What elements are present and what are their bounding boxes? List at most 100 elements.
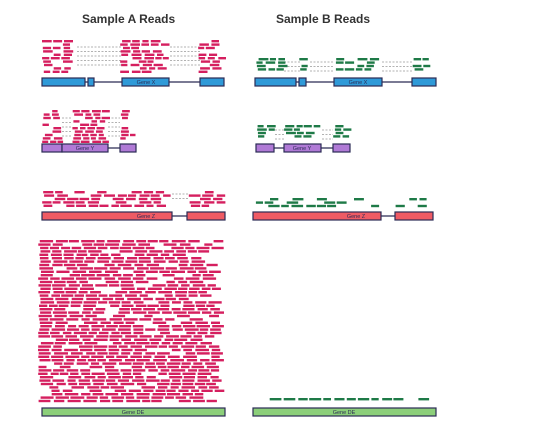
read <box>157 365 167 369</box>
gene-z-label: Gene Z <box>347 214 366 220</box>
read <box>110 304 120 307</box>
read <box>68 342 83 345</box>
read <box>205 46 215 50</box>
read <box>190 338 203 341</box>
read <box>40 274 53 277</box>
read <box>176 250 186 253</box>
read <box>177 314 190 318</box>
read <box>198 53 207 56</box>
read <box>158 301 170 304</box>
read <box>44 194 55 197</box>
read <box>133 301 144 304</box>
read <box>143 297 153 301</box>
read <box>99 120 106 123</box>
read <box>324 201 336 204</box>
read <box>109 338 119 341</box>
read <box>125 359 135 362</box>
read <box>108 376 121 379</box>
read <box>264 201 274 204</box>
read <box>165 318 175 321</box>
read <box>313 125 321 128</box>
read <box>85 257 96 260</box>
read <box>198 291 207 294</box>
read <box>366 61 375 64</box>
read <box>345 61 355 64</box>
read <box>81 372 91 375</box>
read <box>91 325 105 328</box>
read <box>157 352 170 355</box>
read <box>175 294 187 297</box>
read <box>355 68 363 71</box>
read <box>409 198 417 201</box>
read <box>81 284 93 287</box>
read <box>125 335 138 338</box>
read <box>39 321 53 324</box>
read <box>164 250 174 253</box>
read <box>98 133 104 137</box>
read <box>130 355 142 358</box>
read <box>199 328 209 331</box>
sample-a-gene-z-reads <box>42 191 226 207</box>
read <box>211 43 220 46</box>
read <box>197 331 208 335</box>
read <box>54 280 66 284</box>
read <box>131 191 142 194</box>
read <box>121 280 134 284</box>
read <box>284 128 293 131</box>
read <box>268 68 276 71</box>
read <box>139 194 150 197</box>
read <box>95 308 106 311</box>
read <box>61 246 71 250</box>
read <box>171 325 182 328</box>
read <box>343 128 352 131</box>
read <box>193 399 205 403</box>
read <box>112 342 122 345</box>
read <box>88 331 97 335</box>
read <box>154 335 164 338</box>
read <box>142 63 152 67</box>
read <box>138 257 151 260</box>
read <box>393 398 404 401</box>
sample-a-gene-x-reads <box>42 40 226 73</box>
exon <box>332 143 351 153</box>
read <box>216 194 226 197</box>
read <box>99 396 109 399</box>
read <box>118 328 131 331</box>
read <box>195 304 206 307</box>
read <box>198 270 208 273</box>
read <box>189 287 200 290</box>
exon <box>394 211 434 221</box>
read <box>171 369 186 372</box>
read <box>162 274 175 277</box>
read <box>84 260 95 263</box>
read <box>158 345 167 348</box>
read <box>133 331 144 335</box>
read <box>41 270 54 273</box>
read <box>51 328 66 331</box>
read <box>120 130 129 133</box>
read <box>91 328 100 331</box>
read <box>170 359 184 362</box>
read <box>88 204 99 207</box>
read <box>157 53 164 56</box>
read <box>108 359 122 362</box>
read <box>74 113 83 116</box>
exon <box>298 77 307 87</box>
read <box>85 294 97 297</box>
read <box>52 46 61 50</box>
read <box>91 120 97 123</box>
read <box>212 67 222 70</box>
read <box>74 130 83 133</box>
read <box>204 201 215 204</box>
exon <box>333 77 383 87</box>
read <box>132 379 145 382</box>
read <box>100 386 110 389</box>
read <box>208 345 220 348</box>
read <box>94 267 108 270</box>
read <box>135 376 144 379</box>
read <box>100 321 111 324</box>
read <box>285 125 295 128</box>
read <box>145 362 155 365</box>
read <box>281 204 289 208</box>
read <box>178 280 188 284</box>
